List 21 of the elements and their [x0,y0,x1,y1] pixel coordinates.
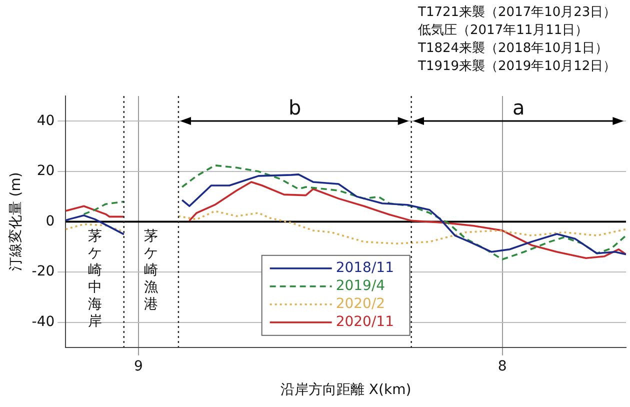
legend-label: 2020/11 [336,314,394,330]
text: 低気圧（2017年11月11日） [418,22,588,38]
y-tick-label: -20 [32,264,55,280]
x-tick-label: 9 [134,358,143,374]
text: T1919来襲（2019年10月12日） [417,58,616,74]
text: T1824来襲（2018年10月1日） [417,40,608,56]
y-tick-label: 0 [46,213,55,230]
x-axis-title: 沿岸方向距離 X(km) [280,382,412,398]
annotation: b [288,95,302,120]
y-axis-title: 汀線変化量 (m) [8,172,24,272]
text: T1721来襲（2017年10月23日） [417,4,616,20]
legend-label: 2018/11 [336,260,394,276]
legend-label: 2020/2 [336,296,386,312]
y-tick-label: -40 [32,314,55,330]
annotation: a [512,95,525,120]
legend-label: 2019/4 [336,278,386,294]
y-tick-label: 20 [36,163,55,180]
x-tick-label: 8 [498,358,507,374]
annotation: 茅ケ崎漁港 [144,228,158,312]
annotation: 茅ケ崎中海岸 [88,228,102,330]
y-tick-label: 40 [36,112,55,129]
